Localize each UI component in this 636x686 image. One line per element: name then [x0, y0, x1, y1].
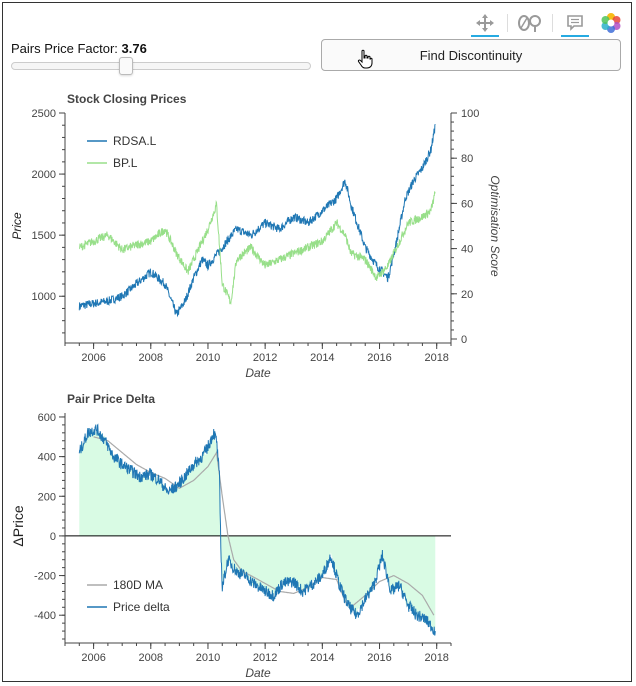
hover-glyph: [567, 15, 583, 31]
series-line-rdsa-l: [78, 124, 436, 318]
y-tick-label: -400: [34, 610, 56, 622]
y2-tick-label: 0: [461, 334, 467, 346]
wheel-zoom-glyph: [518, 15, 541, 32]
slider-label-text: Pairs Price Factor:: [11, 41, 122, 56]
delta-fill-area: [79, 427, 436, 632]
y-tick-label: 2000: [32, 169, 56, 181]
y2-tick-label: 60: [461, 198, 473, 210]
legend-label: BP.L: [113, 156, 138, 170]
y-tick-label: 2500: [32, 108, 56, 120]
x-tick-label: 2012: [253, 352, 277, 364]
slider-value: 3.76: [121, 41, 147, 56]
x-axis-label: Date: [245, 666, 271, 680]
plot-area: -400 -200 0 200 400 600 2006 2008 2010 2012 2014 20…: [10, 412, 452, 680]
y-axis-label: Price: [10, 212, 24, 240]
x-tick-label: 2010: [196, 652, 220, 664]
x-tick-label: 2008: [139, 652, 163, 664]
pan-icon[interactable]: [471, 11, 499, 37]
toolbar-divider: [507, 14, 508, 32]
legend-label: RDSA.L: [113, 134, 157, 148]
legend-label: 180D MA: [113, 578, 163, 592]
series-line-price-delta: [78, 423, 436, 636]
y2-tick-label: 80: [461, 153, 473, 165]
y2-tick-label: 40: [461, 244, 473, 256]
find-discontinuity-button[interactable]: Find Discontinuity: [321, 39, 621, 71]
y2-tick-label: 100: [461, 108, 479, 120]
chart-title: Pair Price Delta: [67, 392, 155, 406]
y-tick-label: 0: [50, 531, 56, 543]
plot-toolbar: [471, 9, 625, 37]
stock-prices-chart[interactable]: Stock Closing Prices 1000150020002500200…: [3, 85, 632, 385]
y-tick-label: 1500: [32, 230, 56, 242]
price-delta-chart[interactable]: Pair Price Delta -400 -200 0 200 400 600 2006 2…: [3, 385, 632, 682]
y-tick-label: 1000: [32, 291, 56, 303]
x-tick-label: 2006: [81, 352, 105, 364]
x-tick-label: 2012: [253, 652, 277, 664]
x-tick-label: 2014: [310, 652, 334, 664]
pairs-price-factor-slider[interactable]: [11, 57, 311, 75]
x-tick-label: 2014: [310, 352, 334, 364]
y-tick-label: 600: [38, 412, 56, 424]
chart-title: Stock Closing Prices: [67, 92, 187, 106]
pan-glyph: [476, 14, 494, 32]
y-tick-label: -200: [34, 571, 56, 583]
y-tick-label: 400: [38, 452, 56, 464]
x-tick-label: 2016: [367, 352, 391, 364]
slider-label: Pairs Price Factor: 3.76: [11, 41, 147, 56]
series-line-bp-l: [78, 191, 436, 305]
slider-handle[interactable]: [118, 57, 133, 75]
x-tick-label: 2008: [139, 352, 163, 364]
hover-icon[interactable]: [561, 11, 589, 37]
x-tick-label: 2016: [367, 652, 391, 664]
x-tick-label: 2018: [424, 652, 448, 664]
y-tick-label: 200: [38, 491, 56, 503]
y2-axis-label: Optimisation Score: [488, 175, 502, 277]
y-axis-label: ΔPrice: [10, 505, 26, 546]
y2-tick-label: 20: [461, 289, 473, 301]
x-tick-label: 2018: [424, 352, 448, 364]
toolbar-divider: [552, 14, 553, 32]
bokeh-logo-glyph: [601, 13, 621, 33]
bokeh-logo[interactable]: [597, 11, 625, 35]
x-tick-label: 2006: [81, 652, 105, 664]
x-tick-label: 2010: [196, 352, 220, 364]
wheel-zoom-icon[interactable]: [516, 11, 544, 35]
legend-label: Price delta: [113, 600, 170, 614]
x-axis-label: Date: [245, 366, 271, 380]
